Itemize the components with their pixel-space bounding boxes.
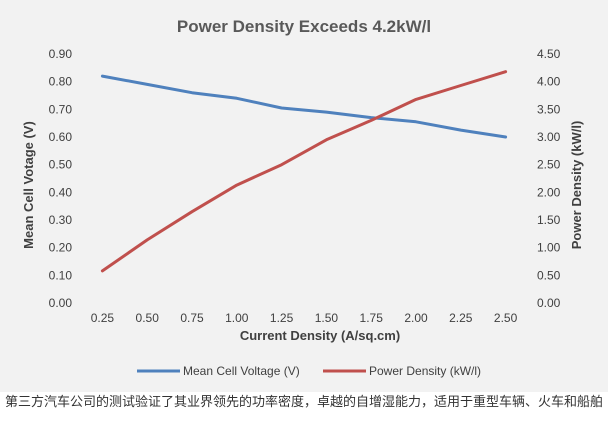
- left-axis-title: Mean Cell Votage (V): [21, 121, 36, 249]
- left-tick-label: 0.40: [49, 185, 73, 199]
- x-tick-label: 0.25: [91, 311, 115, 325]
- left-tick-label: 0.30: [49, 213, 73, 227]
- right-tick-label: 3.50: [537, 102, 561, 116]
- right-tick-label: 2.50: [537, 158, 561, 172]
- x-tick-label: 1.50: [315, 311, 339, 325]
- series-layer: [100, 70, 508, 273]
- caption: 第三方汽车公司的测试验证了其业界领先的功率密度，卓越的自增湿能力，适用于重型车辆…: [4, 395, 603, 410]
- legend-label-power: Power Density (kW/l): [369, 364, 481, 378]
- x-tick-label: 0.75: [180, 311, 204, 325]
- x-tick-label: 2.00: [404, 311, 428, 325]
- right-axis-title: Power Density (kW/l): [569, 121, 584, 250]
- left-tick-label: 0.10: [49, 268, 73, 282]
- left-tick-label: 0.60: [49, 130, 73, 144]
- chart-title: Power Density Exceeds 4.2kW/l: [177, 17, 431, 36]
- line-chart: Power Density Exceeds 4.2kW/l 0.000.100.…: [21, 17, 584, 378]
- right-tick-label: 3.00: [537, 130, 561, 144]
- right-tick-label: 0.00: [537, 296, 561, 310]
- power-series-line: [100, 70, 508, 273]
- right-tick-label: 0.50: [537, 268, 561, 282]
- left-tick-label: 0.50: [49, 158, 73, 172]
- x-tick-label: 0.50: [136, 311, 160, 325]
- left-tick-label: 0.70: [49, 102, 73, 116]
- x-tick-label: 1.25: [270, 311, 294, 325]
- x-tick-label: 1.75: [360, 311, 384, 325]
- x-axis-ticks: 0.25 0.50 0.75 1.00 1.25 1.50 1.75 2.00 2.25 2.50: [91, 311, 518, 325]
- left-tick-label: 0.00: [49, 296, 73, 310]
- right-tick-label: 4.50: [537, 47, 561, 61]
- voltage-series-line: [100, 74, 508, 139]
- legend-label-voltage: Mean Cell Voltage (V): [183, 364, 300, 378]
- x-axis-title: Current Density (A/sq.cm): [240, 328, 400, 343]
- right-tick-label: 2.00: [537, 185, 561, 199]
- right-tick-label: 1.00: [537, 241, 561, 255]
- left-axis-ticks: 0.00 0.10 0.20 0.30 0.40 0.50 0.60 0.70 0.80 0.90: [49, 47, 73, 310]
- right-tick-label: 1.50: [537, 213, 561, 227]
- right-tick-label: 4.00: [537, 75, 561, 89]
- chart-area: [0, 0, 608, 392]
- left-tick-label: 0.80: [49, 75, 73, 89]
- x-tick-label: 1.00: [225, 311, 249, 325]
- left-tick-label: 0.90: [49, 47, 73, 61]
- legend: Mean Cell Voltage (V) Power Density (kW/…: [137, 364, 481, 378]
- left-tick-label: 0.20: [49, 241, 73, 255]
- x-tick-label: 2.25: [449, 311, 473, 325]
- right-axis-ticks: 0.00 0.50 1.00 1.50 2.00 2.50 3.00 3.50 4.00 4.50: [537, 47, 561, 310]
- x-tick-label: 2.50: [494, 311, 518, 325]
